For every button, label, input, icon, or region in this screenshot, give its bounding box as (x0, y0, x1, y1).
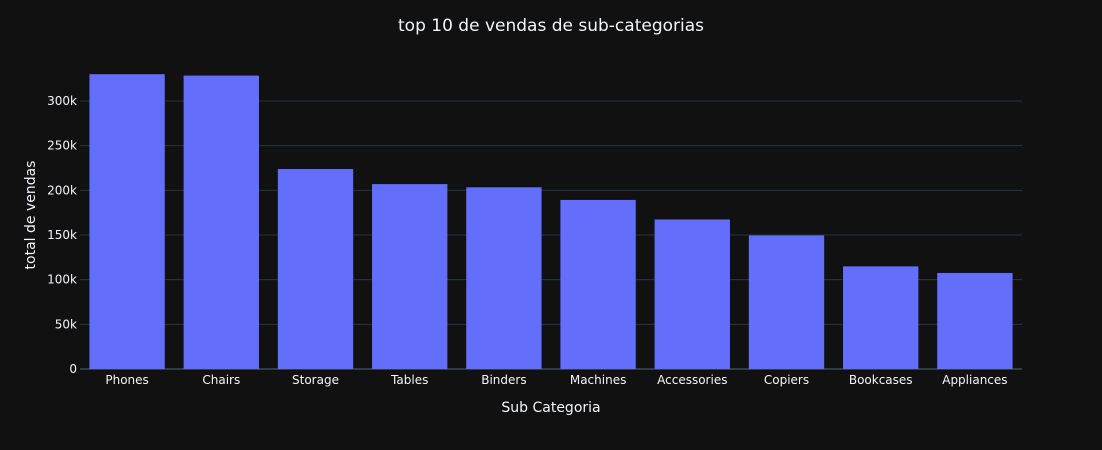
x-axis-title: Sub Categoria (501, 400, 600, 416)
x-tick-labels: Phones Chairs Storage Tables Binders Machines… (105, 373, 1007, 387)
y-tick-label: 50k (55, 317, 77, 331)
x-tick-label: Storage (292, 373, 339, 387)
y-tick-label: 100k (47, 273, 77, 287)
x-tick-label: Phones (105, 373, 148, 387)
x-tick-label: Copiers (764, 373, 809, 387)
bar-appliances[interactable] (937, 272, 1013, 369)
y-tick-label: 300k (47, 94, 77, 108)
x-tick-label: Machines (570, 373, 626, 387)
bar-accessories[interactable] (654, 219, 730, 369)
bar-machines[interactable] (560, 199, 636, 369)
x-tick-label: Appliances (942, 373, 1007, 387)
bar-chairs[interactable] (183, 75, 259, 369)
x-tick-label: Accessories (657, 373, 727, 387)
y-tick-label: 0 (69, 362, 77, 376)
y-tick-label: 150k (47, 228, 77, 242)
x-tick-label: Tables (390, 373, 428, 387)
bar-storage[interactable] (277, 169, 354, 369)
x-tick-label: Binders (481, 373, 526, 387)
x-tick-label: Chairs (202, 373, 240, 387)
y-tick-label: 250k (47, 139, 77, 153)
bar-bookcases[interactable] (843, 266, 919, 369)
bars (89, 74, 1013, 369)
y-tick-labels: 0 50k 100k 150k 200k 250k 300k (47, 94, 77, 376)
bar-tables[interactable] (372, 184, 448, 369)
y-axis-title: total de vendas (23, 161, 39, 270)
x-tick-label: Bookcases (849, 373, 913, 387)
bar-binders[interactable] (466, 187, 542, 369)
bar-phones[interactable] (89, 74, 165, 369)
y-tick-label: 200k (47, 183, 77, 197)
bar-copiers[interactable] (748, 235, 825, 369)
chart-title: top 10 de vendas de sub-categorias (398, 16, 704, 36)
